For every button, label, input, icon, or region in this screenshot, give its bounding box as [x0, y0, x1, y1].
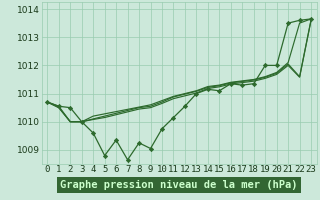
X-axis label: Graphe pression niveau de la mer (hPa): Graphe pression niveau de la mer (hPa) [60, 180, 298, 190]
